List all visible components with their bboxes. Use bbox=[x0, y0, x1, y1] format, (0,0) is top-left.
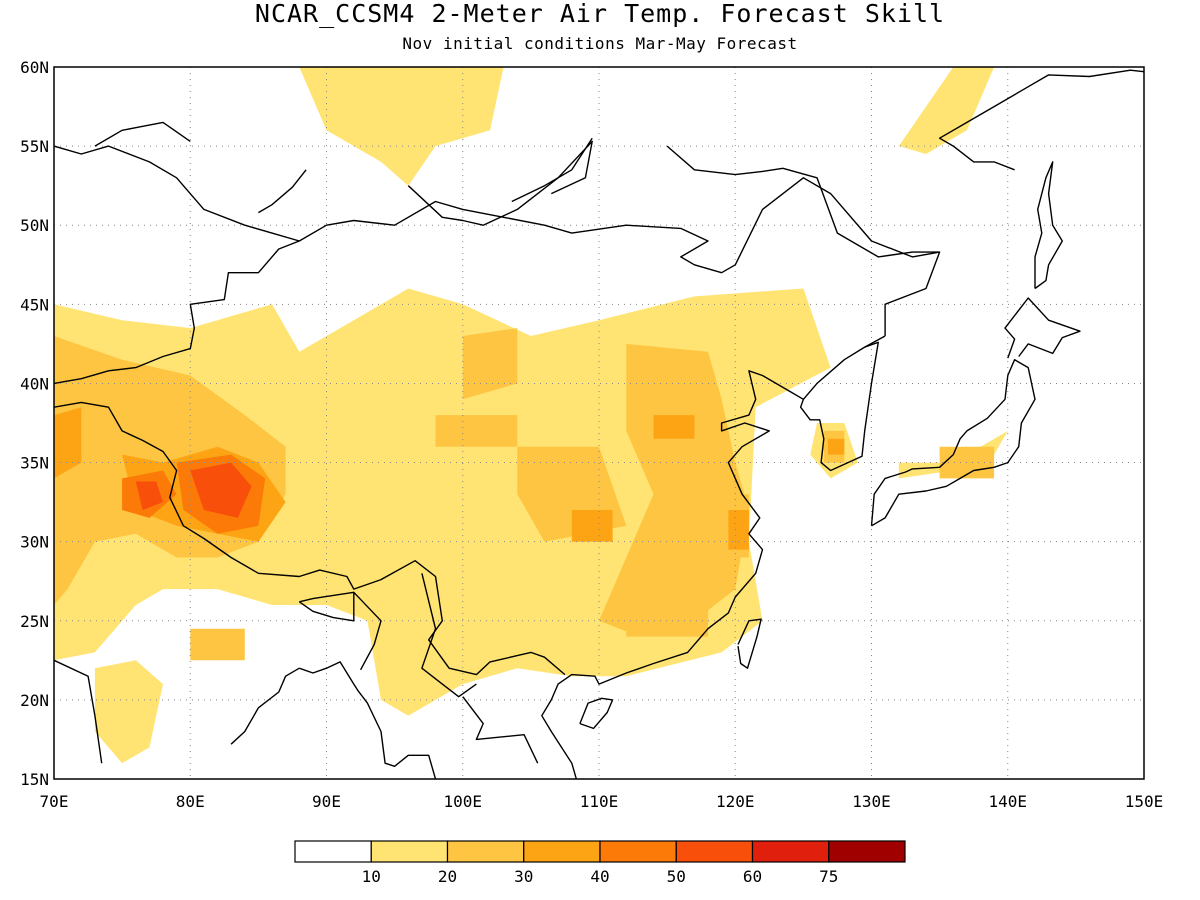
lon-tick-label: 80E bbox=[176, 792, 205, 811]
lon-tick-label: 120E bbox=[716, 792, 755, 811]
skill-region-10 bbox=[435, 415, 518, 447]
lat-tick-label: 30N bbox=[20, 533, 49, 552]
colorbar-label: 40 bbox=[590, 867, 609, 886]
lat-tick-label: 15N bbox=[20, 770, 49, 789]
colorbar-swatch bbox=[446, 840, 525, 863]
lat-tick-label: 20N bbox=[20, 691, 49, 710]
plot-frame bbox=[53, 66, 1145, 780]
colorbar-label: 50 bbox=[667, 867, 686, 886]
coastline-14 bbox=[298, 591, 355, 622]
colorbar-swatch bbox=[370, 840, 449, 863]
coastline-0 bbox=[54, 145, 941, 336]
lon-tick-label: 150E bbox=[1125, 792, 1164, 811]
coastline-10 bbox=[54, 659, 103, 764]
coastline-1 bbox=[541, 335, 886, 779]
coastline-18 bbox=[94, 121, 191, 147]
colorbar-label: 20 bbox=[438, 867, 457, 886]
coastline-22 bbox=[666, 145, 940, 258]
latitude-tick-labels: 15N 20N 25N 30N 35N 40N 45N 50N 55N 60N bbox=[20, 58, 49, 789]
coastline-17 bbox=[462, 696, 539, 764]
coastline-12 bbox=[54, 401, 566, 676]
skill-region-15 bbox=[190, 628, 245, 661]
colorbar-label: 30 bbox=[514, 867, 533, 886]
skill-region-2 bbox=[299, 67, 504, 186]
skill-region-24 bbox=[190, 462, 252, 518]
coastline-5 bbox=[1034, 161, 1064, 290]
colorbar-swatch bbox=[751, 840, 830, 863]
lat-tick-label: 45N bbox=[20, 295, 49, 314]
skill-region-17 bbox=[54, 407, 82, 479]
coastline-7 bbox=[737, 618, 762, 669]
coastline-16 bbox=[421, 573, 477, 698]
skill-region-12 bbox=[626, 557, 708, 637]
lon-tick-label: 110E bbox=[580, 792, 619, 811]
skill-region-20 bbox=[728, 510, 749, 550]
lat-tick-label: 25N bbox=[20, 612, 49, 631]
lat-tick-label: 50N bbox=[20, 216, 49, 235]
coastline-6 bbox=[938, 69, 1144, 171]
skill-shading-layer bbox=[54, 67, 1008, 764]
coastline-19 bbox=[407, 140, 593, 226]
colorbar-swatch bbox=[294, 840, 372, 863]
skill-region-21 bbox=[827, 438, 845, 455]
lon-tick-label: 100E bbox=[443, 792, 482, 811]
longitude-tick-labels: 70E 80E 90E 100E 110E 120E 130E 140E 150E bbox=[40, 792, 1164, 811]
coastline-2 bbox=[799, 341, 879, 472]
colorbar-label: 10 bbox=[362, 867, 381, 886]
coastline-8 bbox=[579, 697, 614, 730]
coastline-15 bbox=[353, 591, 382, 671]
skill-region-25 bbox=[135, 481, 163, 510]
colorbar-label: 60 bbox=[743, 867, 762, 886]
lat-tick-label: 40N bbox=[20, 374, 49, 393]
lon-tick-label: 130E bbox=[852, 792, 891, 811]
coastline-3 bbox=[870, 359, 1036, 527]
lon-tick-label: 70E bbox=[40, 792, 69, 811]
skill-region-18 bbox=[653, 415, 695, 439]
skill-region-4 bbox=[898, 430, 1008, 479]
coastlines-and-borders bbox=[54, 69, 1144, 779]
colorbar-label: 75 bbox=[819, 867, 838, 886]
coastline-21 bbox=[511, 137, 593, 203]
map-subtitle: Nov initial conditions Mar-May Forecast bbox=[402, 34, 798, 53]
colorbar-swatch bbox=[599, 840, 677, 863]
coastline-13 bbox=[54, 240, 300, 385]
lat-tick-label: 35N bbox=[20, 454, 49, 473]
coastline-11 bbox=[230, 667, 300, 745]
lon-tick-label: 140E bbox=[988, 792, 1027, 811]
coastline-9 bbox=[299, 661, 437, 779]
skill-region-3 bbox=[898, 67, 995, 154]
skill-region-1 bbox=[94, 660, 163, 764]
skill-region-8 bbox=[462, 328, 518, 400]
colorbar-swatch bbox=[828, 840, 906, 863]
lat-tick-label: 55N bbox=[20, 137, 49, 156]
colorbar-swatch bbox=[675, 840, 754, 863]
colorbar: 10 20 30 40 50 60 75 bbox=[294, 840, 906, 886]
lon-tick-label: 90E bbox=[312, 792, 341, 811]
colorbar-swatch bbox=[523, 840, 601, 863]
coastline-20 bbox=[258, 169, 307, 214]
skill-region-19 bbox=[571, 510, 613, 542]
lat-tick-label: 60N bbox=[20, 58, 49, 77]
coastline-4 bbox=[1004, 297, 1081, 359]
map-title: NCAR_CCSM4 2-Meter Air Temp. Forecast Sk… bbox=[254, 0, 946, 28]
